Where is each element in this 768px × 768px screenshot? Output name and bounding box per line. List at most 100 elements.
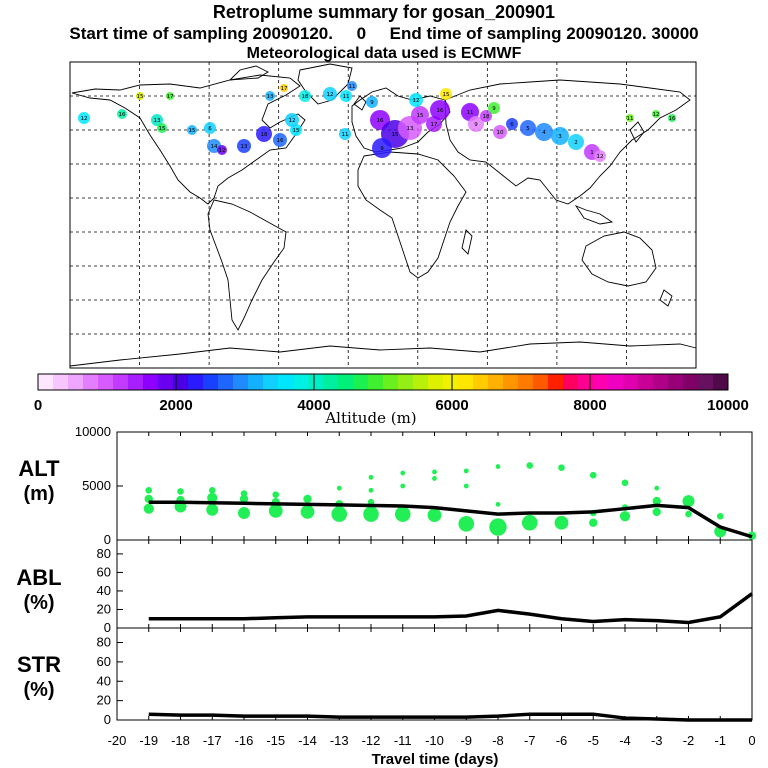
- colorbar-cell: [368, 374, 384, 390]
- altitude-point: [652, 496, 661, 506]
- colorbar-cell: [83, 374, 99, 390]
- panel-ylabel: ALT: [18, 456, 60, 481]
- plume-marker: [426, 116, 442, 132]
- colorbar-cell: [383, 374, 399, 390]
- altitude-point: [268, 503, 283, 518]
- x-tick-label: -6: [556, 733, 568, 748]
- colorbar-cell: [443, 374, 459, 390]
- plume-marker: [480, 110, 492, 122]
- y-tick-label: 20: [97, 601, 111, 616]
- meteorological-data-subtitle: Meteorological data used is ECMWF: [246, 45, 522, 62]
- plume-label: 14: [211, 144, 218, 150]
- colorbar-tick-label: 8000: [573, 397, 606, 414]
- series-line: [148, 592, 754, 625]
- panel-ylabel: STR: [17, 652, 61, 677]
- x-tick-label: -7: [524, 733, 536, 748]
- colorbar-cell: [263, 374, 279, 390]
- altitude-point: [331, 506, 348, 522]
- plume-label: 17: [431, 122, 438, 128]
- colorbar-cell: [623, 374, 639, 390]
- y-tick-label: 5000: [82, 478, 111, 493]
- colorbar-tick-label: 6000: [435, 397, 468, 414]
- x-tick-label: -19: [139, 733, 158, 748]
- altitude-point: [239, 494, 249, 504]
- plume-marker: [594, 150, 606, 162]
- plume-marker: [668, 114, 676, 122]
- x-tick-label: -11: [394, 733, 412, 748]
- plume-label: 4: [542, 130, 546, 136]
- colorbar-cell: [38, 374, 54, 390]
- colorbar-cell: [158, 374, 174, 390]
- colorbar-cell: [503, 374, 519, 390]
- altitude-point: [621, 479, 629, 487]
- y-tick-label: 40: [97, 583, 111, 598]
- y-tick-label: 0: [104, 532, 111, 547]
- plume-marker: [366, 96, 378, 108]
- altitude-point: [489, 518, 507, 536]
- plume-label: 11: [467, 110, 474, 116]
- x-tick-label: -20: [108, 733, 127, 748]
- altitude-point: [495, 501, 501, 507]
- altitude-point: [558, 464, 565, 471]
- plume-marker: [265, 91, 275, 101]
- altitude-point: [432, 469, 437, 475]
- mean-altitude-line: [148, 500, 753, 539]
- altitude-point: [716, 512, 724, 520]
- panel-ylabel-unit: (m): [23, 483, 54, 505]
- colorbar-cell: [53, 374, 69, 390]
- y-tick-label: 80: [97, 546, 111, 561]
- colorbar-cell: [323, 374, 339, 390]
- series-line: [148, 712, 752, 722]
- altitude-point: [272, 491, 280, 498]
- colorbar-cell: [713, 374, 729, 390]
- y-tick-label: 0: [104, 620, 111, 635]
- x-tick-label: -10: [425, 733, 444, 748]
- colorbar-cell: [473, 374, 489, 390]
- colorbar-tick-label: 0: [34, 397, 42, 414]
- plume-label: 13: [407, 126, 414, 132]
- plume-marker: [237, 139, 251, 153]
- altitude-point: [145, 487, 153, 494]
- altitude-point: [303, 494, 312, 504]
- plume-label: 16: [119, 112, 126, 118]
- plume-marker: [299, 90, 311, 102]
- plume-marker: [535, 123, 553, 141]
- plume-marker: [340, 90, 352, 102]
- altitude-point: [238, 507, 250, 519]
- altitude-point: [521, 514, 538, 531]
- plume-marker: [493, 125, 507, 139]
- x-axis-label: Travel time (days): [372, 751, 499, 768]
- panel-ylabel-unit: (%): [23, 592, 54, 614]
- altitude-point: [427, 508, 442, 523]
- colorbar-cell: [593, 374, 609, 390]
- panel-alt: ALT(m) 0 5000 10000: [18, 424, 757, 547]
- plume-label: 13: [241, 144, 248, 150]
- y-tick-label: 20: [97, 693, 111, 708]
- plume-marker: [204, 122, 216, 134]
- plume-label: 13: [267, 94, 274, 100]
- colorbar-cell: [548, 374, 564, 390]
- altitude-point: [177, 488, 184, 495]
- altitude-point: [363, 506, 379, 522]
- plume-label: 9: [492, 106, 496, 112]
- plume-marker: [78, 112, 90, 124]
- colorbar-cell: [698, 374, 714, 390]
- plume-label: 5: [526, 126, 530, 132]
- x-tick-label: -1: [714, 733, 726, 748]
- plume-marker: [290, 124, 302, 136]
- plume-label: 16: [669, 116, 676, 122]
- x-tick-label: -13: [330, 733, 349, 748]
- colorbar-cell: [203, 374, 219, 390]
- plume-label: 15: [159, 126, 166, 132]
- plume-label: 17: [167, 94, 174, 100]
- x-tick-label: -3: [651, 733, 663, 748]
- colorbar-cell: [398, 374, 414, 390]
- x-tick-label: -15: [266, 733, 285, 748]
- y-tick-label: 0: [104, 712, 111, 727]
- altitude-point: [589, 471, 597, 479]
- plume-label: 6: [510, 122, 514, 128]
- altitude-point: [432, 476, 437, 481]
- colorbar-cell: [578, 374, 594, 390]
